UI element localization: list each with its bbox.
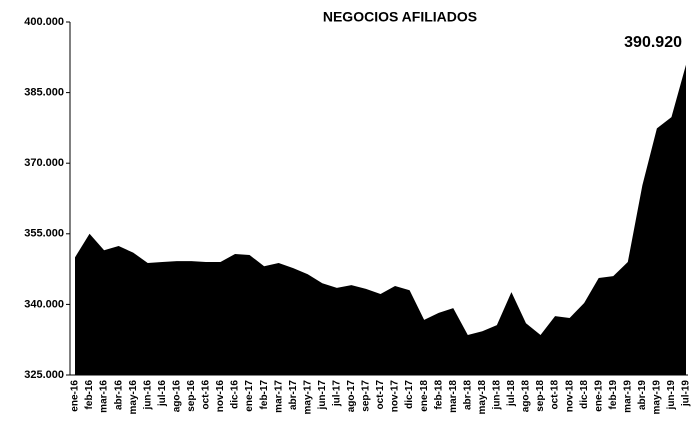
x-tick-label: ago-17 bbox=[346, 380, 357, 413]
y-tick-label: 400.000 bbox=[24, 16, 64, 28]
x-tick-label: dic-16 bbox=[230, 380, 241, 409]
x-tick-label: ene-18 bbox=[419, 380, 430, 412]
x-tick-label: may-17 bbox=[302, 380, 313, 415]
x-tick-label: abr-17 bbox=[288, 380, 299, 410]
x-tick-label: ago-16 bbox=[171, 380, 182, 413]
y-tick-label: 385.000 bbox=[24, 87, 64, 99]
x-tick-label: dic-18 bbox=[579, 380, 590, 409]
x-tick-label: ene-16 bbox=[70, 380, 81, 412]
x-tick-label: sep-18 bbox=[535, 380, 546, 412]
x-tick-label: ago-18 bbox=[521, 380, 532, 413]
y-tick-label: 325.000 bbox=[24, 369, 64, 381]
x-tick-label: jul-16 bbox=[157, 380, 168, 408]
x-tick-label: dic-17 bbox=[404, 380, 415, 409]
x-tick-label: jul-17 bbox=[331, 380, 342, 408]
x-tick-label: jun-16 bbox=[142, 380, 153, 411]
x-tick-label: nov-18 bbox=[564, 380, 575, 413]
data-label: 390.920 bbox=[624, 34, 682, 51]
x-tick-label: nov-17 bbox=[390, 380, 401, 413]
x-tick-label: sep-16 bbox=[186, 380, 197, 412]
chart-title: NEGOCIOS AFILIADOS bbox=[323, 9, 477, 25]
x-tick-label: feb-19 bbox=[608, 380, 619, 410]
y-tick-label: 370.000 bbox=[24, 157, 64, 169]
x-tick-label: jul-19 bbox=[681, 380, 692, 408]
x-tick-label: feb-16 bbox=[84, 380, 95, 410]
x-tick-label: abr-16 bbox=[113, 380, 124, 410]
y-tick-label: 340.000 bbox=[24, 298, 64, 310]
x-tick-label: jul-18 bbox=[506, 380, 517, 408]
x-tick-label: oct-18 bbox=[550, 380, 561, 410]
x-tick-label: abr-18 bbox=[462, 380, 473, 410]
x-tick-label: jun-18 bbox=[492, 380, 503, 411]
x-tick-label: sep-17 bbox=[361, 380, 372, 412]
x-tick-label: jun-17 bbox=[317, 380, 328, 411]
x-tick-label: ene-19 bbox=[593, 380, 604, 412]
x-tick-label: feb-17 bbox=[259, 380, 270, 410]
area bbox=[75, 64, 686, 375]
x-tick-label: mar-19 bbox=[622, 380, 633, 413]
x-tick-label: mar-17 bbox=[273, 380, 284, 413]
x-tick-label: abr-19 bbox=[637, 380, 648, 410]
x-tick-label: jun-19 bbox=[666, 380, 677, 411]
x-tick-label: nov-16 bbox=[215, 380, 226, 413]
x-tick-label: may-16 bbox=[128, 380, 139, 415]
x-tick-label: mar-18 bbox=[448, 380, 459, 413]
y-tick-label: 355.000 bbox=[24, 228, 64, 240]
x-tick-label: may-19 bbox=[652, 380, 663, 415]
x-tick-label: oct-17 bbox=[375, 380, 386, 410]
x-tick-label: may-18 bbox=[477, 380, 488, 415]
x-tick-label: ene-17 bbox=[244, 380, 255, 412]
x-tick-label: feb-18 bbox=[433, 380, 444, 410]
x-tick-label: oct-16 bbox=[201, 380, 212, 410]
x-tick-label: mar-16 bbox=[99, 380, 110, 413]
